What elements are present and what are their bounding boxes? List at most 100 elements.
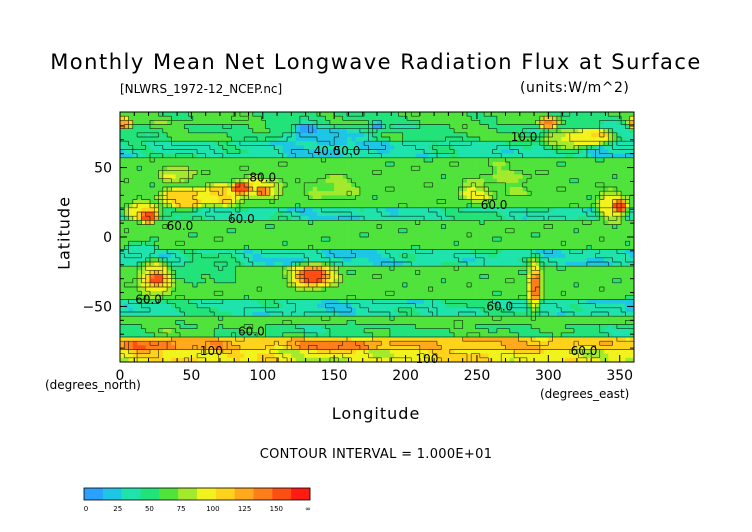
field-cell	[595, 178, 601, 184]
field-cell	[149, 166, 155, 171]
field-cell	[509, 157, 515, 163]
field-cell	[158, 199, 164, 205]
field-cell	[616, 157, 622, 163]
field-cell	[120, 132, 125, 138]
field-cell	[466, 116, 472, 121]
field-cell	[599, 162, 605, 167]
field-cell	[377, 228, 382, 234]
field-cell	[359, 282, 365, 288]
field-cell	[531, 116, 536, 121]
field-cell	[372, 224, 378, 230]
field-cell	[282, 203, 288, 209]
field-cell	[471, 170, 476, 175]
field-cell	[235, 157, 241, 163]
field-cell	[578, 249, 583, 255]
field-cell	[406, 232, 412, 238]
field-cell	[454, 245, 459, 250]
field-cell	[402, 199, 408, 205]
field-cell	[248, 141, 254, 146]
field-cell	[552, 228, 558, 234]
field-cell	[372, 262, 378, 267]
field-cell	[154, 149, 159, 155]
field-cell	[278, 120, 284, 125]
field-cell	[509, 266, 515, 271]
field-cell	[548, 270, 554, 275]
field-cell	[556, 212, 562, 217]
field-cell	[488, 266, 494, 271]
field-cell	[514, 153, 519, 159]
field-cell	[312, 203, 318, 209]
field-cell	[145, 174, 151, 180]
field-cell	[475, 195, 481, 200]
field-cell	[377, 157, 382, 163]
field-cell	[257, 241, 262, 246]
field-cell	[561, 153, 566, 159]
field-cell	[295, 249, 301, 255]
field-cell	[175, 203, 181, 209]
field-cell	[175, 212, 181, 217]
field-cell	[355, 203, 361, 209]
field-cell	[334, 132, 339, 138]
field-cell	[162, 241, 168, 246]
field-cell	[201, 220, 207, 225]
field-cell	[445, 191, 451, 196]
field-cell	[265, 266, 271, 271]
field-cell	[120, 174, 125, 180]
field-cell	[325, 203, 331, 209]
field-cell	[509, 182, 515, 188]
field-cell	[436, 182, 442, 188]
field-cell	[342, 132, 348, 138]
field-cell	[612, 274, 618, 280]
field-cell	[325, 274, 331, 280]
field-cell	[372, 166, 378, 171]
field-cell	[351, 203, 356, 209]
field-cell	[514, 137, 519, 142]
field-cell	[582, 245, 588, 250]
field-cell	[411, 270, 416, 275]
field-cell	[531, 245, 536, 250]
field-cell	[582, 128, 588, 134]
field-cell	[171, 187, 177, 192]
field-cell	[227, 191, 232, 196]
field-cell	[445, 241, 451, 246]
field-cell	[599, 112, 605, 117]
field-cell	[124, 262, 129, 267]
field-cell	[239, 216, 245, 221]
field-cell	[308, 216, 314, 221]
field-cell	[492, 112, 498, 117]
field-cell	[171, 270, 177, 275]
field-cell	[205, 132, 211, 138]
field-cell	[449, 207, 455, 213]
field-cell	[209, 270, 215, 275]
field-cell	[162, 282, 168, 288]
field-cell	[595, 253, 601, 259]
field-cell	[629, 203, 635, 209]
field-cell	[282, 112, 288, 117]
field-cell	[509, 228, 515, 234]
field-cell	[274, 224, 279, 230]
field-cell	[385, 224, 391, 230]
field-cell	[574, 170, 579, 175]
field-cell	[334, 241, 339, 246]
field-cell	[141, 182, 147, 188]
field-cell	[171, 228, 177, 234]
field-cell	[449, 262, 455, 267]
field-cell	[569, 120, 575, 125]
field-cell	[629, 145, 635, 150]
field-cell	[162, 145, 168, 150]
field-cell	[436, 128, 442, 134]
field-cell	[214, 191, 219, 196]
field-cell	[509, 124, 515, 130]
field-cell	[394, 145, 399, 150]
field-cell	[565, 216, 571, 221]
field-cell	[492, 278, 498, 284]
field-cell	[347, 170, 352, 175]
field-cell	[184, 191, 189, 196]
field-cell	[574, 187, 579, 192]
field-cell	[616, 128, 622, 134]
field-cell	[616, 153, 622, 159]
field-cell	[428, 191, 434, 196]
field-cell	[526, 249, 532, 255]
field-cell	[501, 266, 506, 271]
field-cell	[625, 145, 631, 150]
